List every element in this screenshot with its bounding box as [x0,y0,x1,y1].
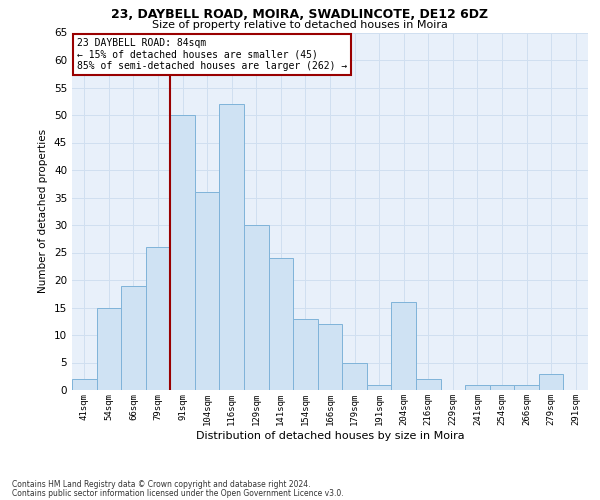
Y-axis label: Number of detached properties: Number of detached properties [38,129,49,294]
Bar [342,362,367,390]
Bar [465,384,490,390]
Bar [490,384,514,390]
Bar [72,379,97,390]
Bar [220,104,244,390]
Bar [269,258,293,390]
Bar [97,308,121,390]
Bar [318,324,342,390]
Bar [244,225,269,390]
Bar [170,115,195,390]
Bar [121,286,146,390]
Text: Contains HM Land Registry data © Crown copyright and database right 2024.: Contains HM Land Registry data © Crown c… [12,480,311,489]
Text: 23, DAYBELL ROAD, MOIRA, SWADLINCOTE, DE12 6DZ: 23, DAYBELL ROAD, MOIRA, SWADLINCOTE, DE… [112,8,488,20]
Bar [146,247,170,390]
Text: 23 DAYBELL ROAD: 84sqm
← 15% of detached houses are smaller (45)
85% of semi-det: 23 DAYBELL ROAD: 84sqm ← 15% of detached… [77,38,347,71]
Bar [416,379,440,390]
Bar [539,374,563,390]
Bar [293,318,318,390]
Bar [391,302,416,390]
Text: Contains public sector information licensed under the Open Government Licence v3: Contains public sector information licen… [12,490,344,498]
Bar [195,192,220,390]
X-axis label: Distribution of detached houses by size in Moira: Distribution of detached houses by size … [196,430,464,440]
Text: Size of property relative to detached houses in Moira: Size of property relative to detached ho… [152,20,448,30]
Bar [514,384,539,390]
Bar [367,384,391,390]
